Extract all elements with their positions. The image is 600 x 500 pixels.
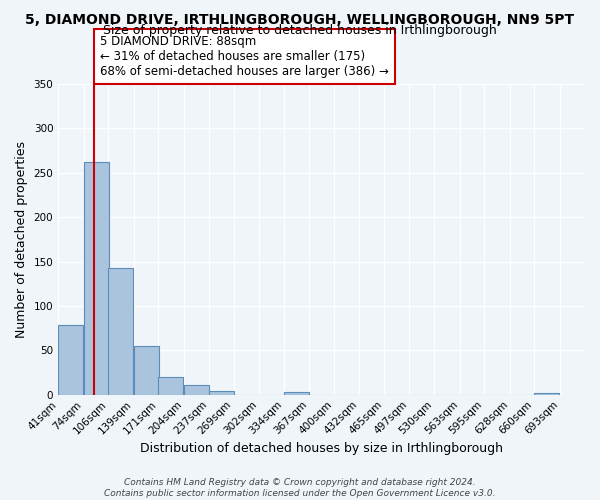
Bar (58, 326, 83, 394)
X-axis label: Distribution of detached houses by size in Irthlingborough: Distribution of detached houses by size … (140, 442, 503, 455)
Text: 5, DIAMOND DRIVE, IRTHLINGBOROUGH, WELLINGBOROUGH, NN9 5PT: 5, DIAMOND DRIVE, IRTHLINGBOROUGH, WELLI… (25, 12, 575, 26)
Bar (535, 393, 559, 394)
Bar (184, 385, 209, 394)
Text: 5 DIAMOND DRIVE: 88sqm
← 31% of detached houses are smaller (175)
68% of semi-de: 5 DIAMOND DRIVE: 88sqm ← 31% of detached… (100, 35, 389, 78)
Bar (284, 392, 309, 394)
Text: Size of property relative to detached houses in Irthlingborough: Size of property relative to detached ho… (103, 24, 497, 37)
Bar (134, 346, 159, 395)
Y-axis label: Number of detached properties: Number of detached properties (15, 141, 28, 338)
Bar (84, 162, 109, 394)
Bar (109, 268, 133, 394)
Text: Contains HM Land Registry data © Crown copyright and database right 2024.
Contai: Contains HM Land Registry data © Crown c… (104, 478, 496, 498)
Bar (209, 391, 234, 394)
Bar (158, 377, 184, 394)
